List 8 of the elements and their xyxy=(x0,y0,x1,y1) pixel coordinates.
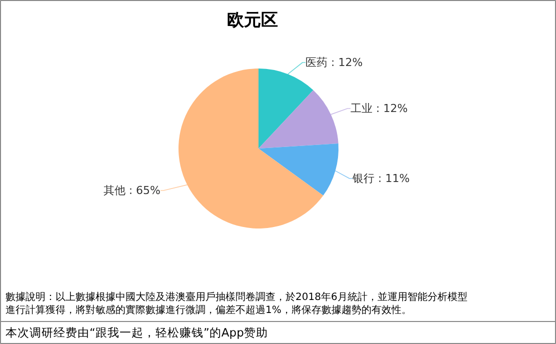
slice-label: 工业 : 12% xyxy=(350,102,408,115)
slice-label: 其他 : 65% xyxy=(103,184,161,197)
slice-label: 银行 : 11% xyxy=(352,172,410,185)
chart-title: 欧元区 xyxy=(227,10,278,30)
text: 本次调研经费由“跟我一起，轻松赚钱”的App赞助 xyxy=(6,326,268,340)
text: 進行計算獲得，將對敏感的實際數據進行微調，偏差不超過1%，將保存數據趨勢的有效性。 xyxy=(6,304,412,316)
text: 數據說明：以上數據根據中國大陸及港澳臺用戶抽樣問卷調查，於2018年6月統計，並運用智能分析模型 xyxy=(6,291,468,303)
slice-label: 医药 : 12% xyxy=(306,56,363,69)
